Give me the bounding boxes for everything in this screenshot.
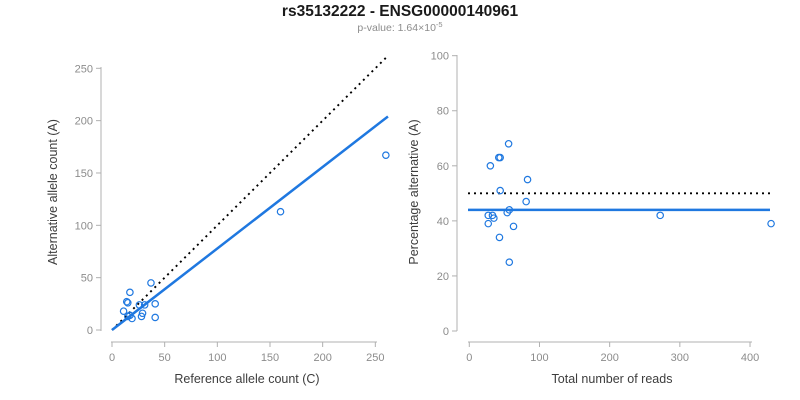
y-tick-label: 20 xyxy=(437,271,449,283)
x-tick-label: 200 xyxy=(313,352,331,364)
data-point xyxy=(128,314,136,323)
x-tick-label: 400 xyxy=(741,352,759,364)
y-tick-label: 80 xyxy=(437,106,449,118)
data-point xyxy=(486,162,495,170)
data-point xyxy=(656,211,664,220)
y-tick-label: 40 xyxy=(437,216,449,228)
x-tick-label: 0 xyxy=(466,352,472,364)
y-tick-label: 100 xyxy=(431,51,449,63)
data-point xyxy=(496,186,504,195)
data-point xyxy=(151,313,159,322)
p-value-exponent: -5 xyxy=(436,20,443,29)
left-plot-panel: Reference allele count (C) Alternative a… xyxy=(46,56,390,386)
page-subtitle: p-value: 1.64×10-5 xyxy=(357,20,442,34)
right-plot-panel: Total number of reads Percentage alterna… xyxy=(407,51,775,386)
data-point xyxy=(767,219,775,228)
data-point xyxy=(147,279,155,287)
data-point xyxy=(135,301,144,309)
data-point xyxy=(119,307,128,315)
y-tick-label: 60 xyxy=(437,161,449,173)
data-point xyxy=(503,208,511,217)
x-tick-label: 50 xyxy=(159,352,171,364)
x-tick-label: 100 xyxy=(530,352,548,364)
right-y-axis-title: Percentage alternative (A) xyxy=(407,119,421,264)
data-point xyxy=(522,197,530,206)
x-tick-label: 250 xyxy=(366,352,384,364)
data-point xyxy=(523,175,532,184)
data-point xyxy=(140,301,149,309)
data-point xyxy=(123,298,132,307)
identity-line xyxy=(111,56,388,331)
x-tick-label: 0 xyxy=(109,352,115,364)
fit-line xyxy=(111,115,389,331)
data-point xyxy=(138,309,147,318)
data-point xyxy=(505,258,514,266)
left-x-axis-title: Reference allele count (C) xyxy=(174,372,319,386)
y-tick-label: 50 xyxy=(81,273,93,285)
right-x-axis-title: Total number of reads xyxy=(552,372,673,386)
x-tick-label: 150 xyxy=(261,352,279,364)
data-point xyxy=(137,312,146,321)
data-point xyxy=(151,300,159,308)
data-point xyxy=(496,153,504,162)
data-point xyxy=(276,207,285,216)
y-tick-label: 100 xyxy=(75,220,93,232)
x-tick-label: 100 xyxy=(208,352,226,364)
page-title: rs35132222 - ENSG00000140961 xyxy=(282,3,519,20)
p-value-text: p-value: 1.64×10 xyxy=(357,22,436,34)
data-point xyxy=(126,288,134,297)
y-tick-label: 150 xyxy=(75,168,93,180)
y-tick-label: 0 xyxy=(443,326,449,338)
data-point xyxy=(490,214,498,222)
left-y-axis-title: Alternative allele count (A) xyxy=(46,119,60,265)
data-point xyxy=(382,151,390,159)
x-tick-label: 300 xyxy=(671,352,689,364)
y-tick-label: 200 xyxy=(75,116,93,128)
data-point xyxy=(122,297,131,306)
data-point xyxy=(484,219,493,228)
data-point xyxy=(495,233,504,242)
data-point xyxy=(504,139,513,148)
data-point xyxy=(509,222,518,231)
y-tick-label: 0 xyxy=(87,325,93,337)
y-tick-label: 250 xyxy=(75,63,93,75)
x-tick-label: 200 xyxy=(600,352,618,364)
